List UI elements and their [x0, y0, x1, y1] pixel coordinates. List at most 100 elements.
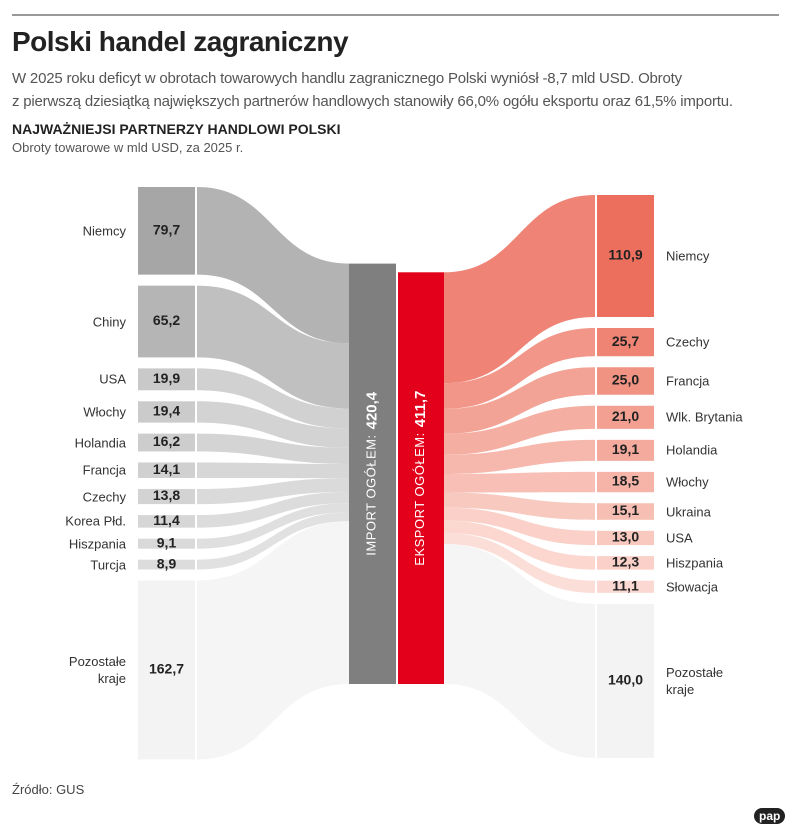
total-label: IMPORT OGÓŁEM: 420,4 [363, 391, 380, 556]
value-box [138, 538, 195, 549]
value-label: 11,4 [153, 512, 180, 528]
category-label: Pozostałe kraje [666, 664, 724, 697]
value-box [597, 367, 654, 395]
total-label: EKSPORT OGÓŁEM: 411,7 [412, 391, 429, 566]
total-label-text: IMPORT OGÓŁEM: [364, 434, 379, 555]
value-box [138, 401, 195, 423]
category-label: Słowacja [666, 579, 719, 595]
value-label: 15,1 [612, 502, 639, 518]
value-box [138, 187, 195, 275]
total-bar [349, 263, 396, 684]
flow [197, 462, 349, 479]
value-label: 16,2 [153, 433, 180, 449]
flow [197, 401, 349, 448]
flow [444, 405, 595, 455]
category-label: Pozostałe kraje [68, 653, 126, 686]
value-label: 8,9 [157, 555, 177, 571]
category-label: Niemcy [82, 223, 126, 239]
category-label: Korea Płd. [65, 513, 126, 529]
flow [197, 187, 349, 344]
description: W 2025 roku deficyt w obrotach towarowyc… [12, 70, 682, 87]
flow [197, 433, 349, 464]
category-label: Włochy [666, 474, 709, 490]
category-label: USA [99, 371, 126, 387]
value-box [597, 439, 654, 461]
flow [444, 367, 595, 434]
flow [444, 195, 595, 384]
category-label: Holandia [74, 435, 126, 451]
logo: pap [754, 808, 786, 824]
value-box [597, 580, 654, 593]
flow [444, 507, 595, 546]
category-label: Francja [82, 462, 126, 478]
flow [444, 439, 595, 474]
value-box [597, 471, 654, 493]
value-label: 110,9 [608, 247, 642, 263]
value-label: 65,2 [153, 312, 180, 328]
value-label: 19,4 [153, 403, 180, 419]
source: Źródło: GUS [12, 782, 85, 797]
value-label: 19,9 [153, 370, 180, 386]
value-box [597, 405, 654, 429]
flow [197, 478, 349, 505]
category-label: Czechy [666, 334, 710, 350]
value-box [138, 433, 195, 452]
value-label: 25,0 [612, 372, 639, 388]
value-box [597, 503, 654, 520]
total-value: 411,7 [412, 391, 429, 428]
value-label: 162,7 [149, 661, 184, 677]
value-label: 21,0 [612, 408, 639, 424]
value-box [597, 603, 654, 758]
category-label: USA [666, 530, 693, 546]
category-label: Hiszpania [68, 536, 126, 552]
flow [444, 520, 595, 570]
value-box [138, 515, 195, 528]
value-label: 11,1 [612, 577, 639, 593]
value-box [138, 488, 195, 505]
value-label: 9,1 [157, 534, 177, 550]
category-label: Czechy [82, 489, 126, 505]
flow [197, 503, 349, 549]
flow [197, 521, 349, 760]
flow [444, 471, 595, 493]
value-box [597, 530, 654, 546]
value-label: 19,1 [612, 441, 639, 457]
flow [444, 532, 595, 593]
value-box [597, 195, 654, 317]
total-bar [398, 272, 444, 684]
flow [197, 368, 349, 429]
value-label: 13,0 [612, 529, 639, 545]
value-label: 12,3 [612, 554, 639, 570]
value-box [138, 559, 195, 570]
flow [444, 544, 595, 758]
value-box [597, 327, 654, 357]
value-box [138, 285, 195, 358]
value-label: 140,0 [608, 672, 643, 688]
value-box [138, 580, 195, 760]
flow [197, 512, 349, 570]
value-label: 79,7 [153, 222, 180, 238]
chart-subtitle: Obroty towarowe w mld USD, za 2025 r. [12, 140, 244, 155]
value-box [138, 462, 195, 478]
flow [197, 491, 349, 528]
flow [444, 327, 595, 409]
value-label: 14,1 [153, 461, 180, 477]
value-label: 25,7 [612, 333, 639, 349]
total-value: 420,4 [363, 391, 380, 429]
category-label: Chiny [92, 314, 126, 330]
category-label: Hiszpania [666, 555, 724, 571]
description: z pierwszą dziesiątką największych partn… [12, 93, 733, 110]
category-label: Francja [666, 373, 710, 389]
total-label-text: EKSPORT OGÓŁEM: [412, 432, 427, 565]
flow [197, 285, 349, 409]
value-label: 18,5 [612, 473, 639, 489]
category-label: Włochy [83, 404, 126, 420]
category-label: Turcja [90, 557, 126, 573]
chart-title: NAJWAŻNIEJSI PARTNERZY HANDLOWI POLSKI [12, 121, 341, 137]
category-label: Ukraina [666, 504, 711, 520]
value-box [138, 368, 195, 391]
value-label: 13,8 [153, 487, 180, 503]
value-box [597, 556, 654, 570]
